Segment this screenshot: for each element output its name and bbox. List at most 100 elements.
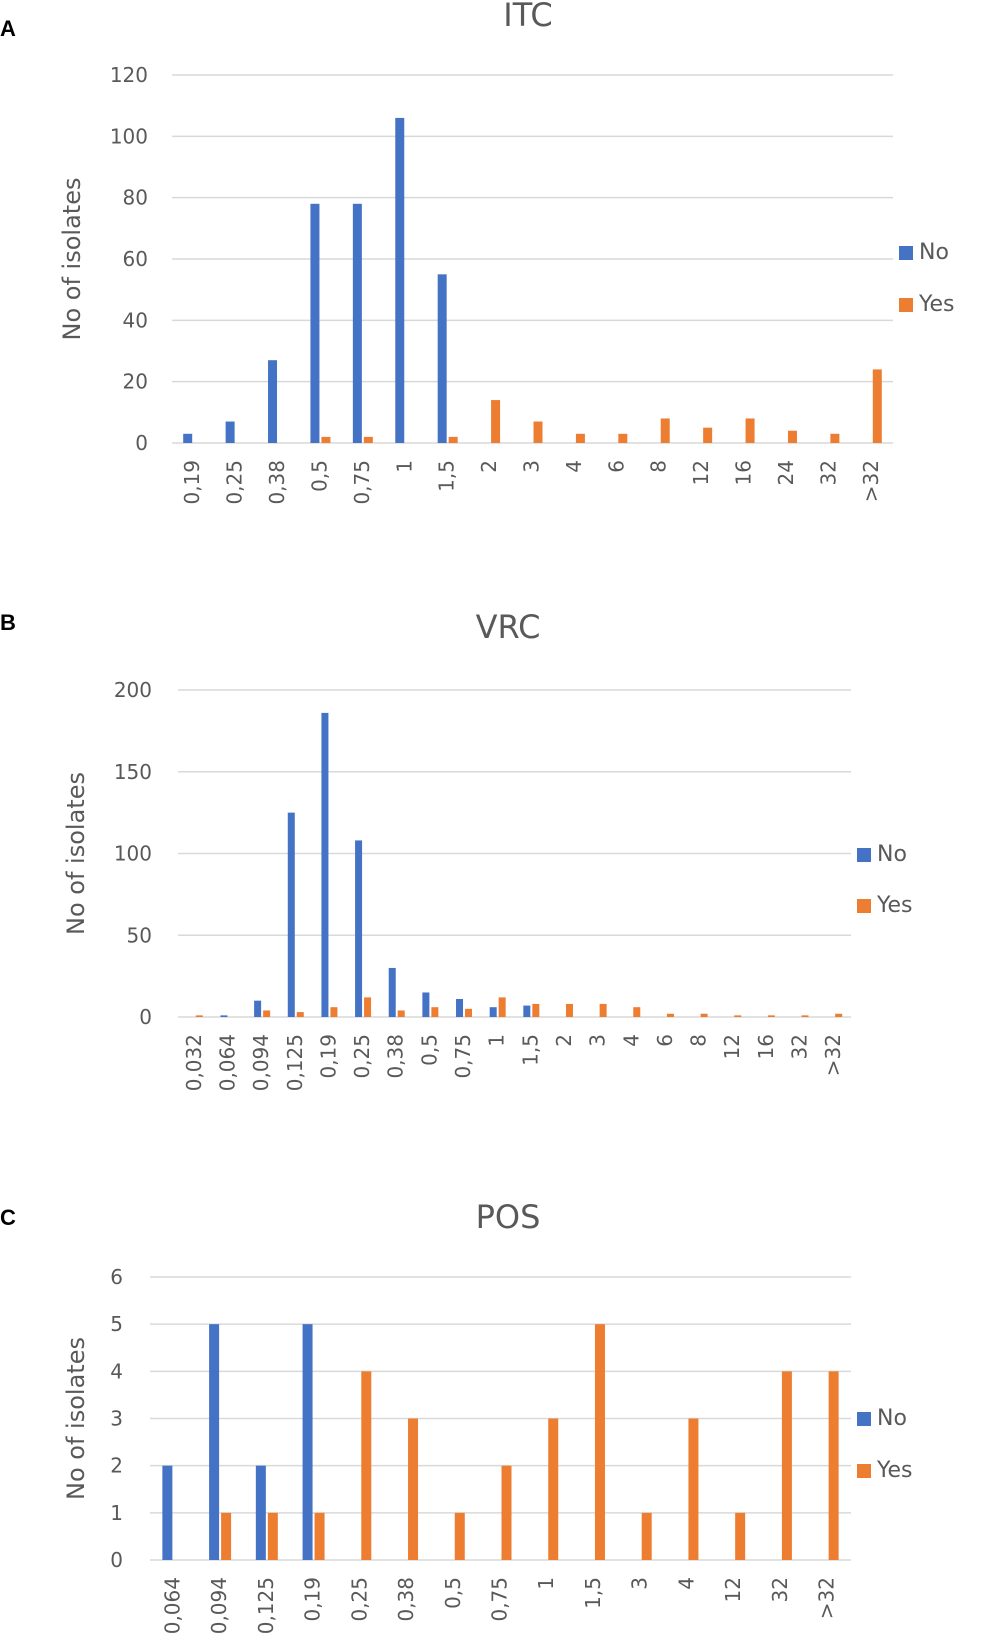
x-tick-label: 0,19 xyxy=(316,1034,340,1079)
chart-panel-a: A ITC 0 20 40 60 80 100 120 No of isolates 0,19 0,2… xyxy=(0,0,955,505)
y-tick-label: 0 xyxy=(139,1005,152,1029)
x-tick-label: 0,064 xyxy=(215,1034,239,1091)
x-tick-label: 0,125 xyxy=(254,1577,278,1634)
x-tick-label: 24 xyxy=(774,460,798,485)
x-tick-label: 0,38 xyxy=(384,1034,408,1079)
x-tick-label: 1 xyxy=(534,1577,558,1590)
y-axis-label: No of isolates xyxy=(62,1337,90,1500)
y-tick-label: 4 xyxy=(110,1359,123,1383)
bar-yes xyxy=(688,1418,699,1560)
bar-yes xyxy=(330,1007,338,1017)
bar-no xyxy=(209,1324,220,1560)
x-tick-label: 0,19 xyxy=(301,1577,325,1622)
y-tick-label: 20 xyxy=(123,370,148,394)
x-tick-label: 0,25 xyxy=(350,1034,374,1079)
y-tick-label: 1 xyxy=(110,1501,123,1525)
bar-yes xyxy=(745,418,755,443)
legend: No Yes xyxy=(857,1406,913,1483)
bar-no xyxy=(321,712,329,1017)
bar-yes xyxy=(594,1324,605,1560)
x-tick-label: 4 xyxy=(562,460,586,473)
bar-yes xyxy=(195,1015,203,1017)
x-tick-label: 32 xyxy=(768,1577,792,1602)
panel-letter: A xyxy=(0,16,16,41)
bar-no xyxy=(523,1005,531,1017)
x-tick-label: 8 xyxy=(647,460,671,473)
x-tick-label: 1,5 xyxy=(435,460,459,492)
bar-no xyxy=(352,203,362,443)
bar-yes xyxy=(660,418,670,443)
x-tick-label: 2 xyxy=(552,1034,576,1047)
x-tick-label: 16 xyxy=(732,460,756,485)
bar-no xyxy=(310,203,320,443)
x-tick-label: 0,19 xyxy=(180,460,204,505)
bar-no xyxy=(254,1000,262,1017)
x-tick-label: 0,25 xyxy=(223,460,247,505)
bar-yes xyxy=(703,427,713,443)
bar-no xyxy=(489,1007,497,1017)
x-tick-label: 1,5 xyxy=(581,1577,605,1609)
y-tick-label: 0 xyxy=(135,431,148,455)
bar-yes xyxy=(700,1013,708,1017)
bar-yes xyxy=(501,1465,512,1560)
y-tick-label: 40 xyxy=(123,308,148,332)
bar-no xyxy=(437,274,447,443)
bar-no xyxy=(287,812,295,1017)
legend-swatch-no xyxy=(857,1412,871,1426)
x-tick-label: 1,5 xyxy=(518,1034,542,1066)
x-tick-label: 0,125 xyxy=(283,1034,307,1091)
bar-yes xyxy=(533,421,543,443)
x-tick-label: 0,094 xyxy=(249,1034,273,1091)
bar-no xyxy=(422,992,430,1017)
legend-swatch-yes xyxy=(857,1464,871,1478)
y-axis-label: No of isolates xyxy=(58,178,86,341)
x-tick-label: 4 xyxy=(619,1034,643,1047)
bar-yes xyxy=(835,1013,843,1017)
y-tick-label: 200 xyxy=(114,678,152,702)
bar-yes xyxy=(363,436,373,443)
x-tick-label: 0,75 xyxy=(488,1577,512,1622)
y-tick-label: 150 xyxy=(114,760,152,784)
x-tick-label: 0,5 xyxy=(441,1577,465,1609)
bar-no xyxy=(220,1015,228,1017)
bar-yes xyxy=(454,1512,465,1560)
x-tick-label: 6 xyxy=(653,1034,677,1047)
legend-label-yes: Yes xyxy=(876,893,913,918)
bar-yes xyxy=(314,1512,325,1560)
x-tick-label: 4 xyxy=(674,1577,698,1590)
bar-yes xyxy=(321,436,331,443)
y-tick-label: 50 xyxy=(127,923,152,947)
bar-yes xyxy=(361,1371,372,1560)
bar-no xyxy=(302,1324,313,1560)
bar-no xyxy=(225,421,235,443)
x-tick-label: 16 xyxy=(754,1034,778,1059)
bar-yes xyxy=(263,1010,271,1017)
y-tick-label: 0 xyxy=(110,1548,123,1572)
legend-label-yes: Yes xyxy=(918,292,955,317)
legend-swatch-yes xyxy=(857,899,871,913)
bar-yes xyxy=(397,1010,405,1017)
y-tick-label: 80 xyxy=(123,186,148,210)
bar-no xyxy=(456,999,464,1017)
bar-no xyxy=(255,1465,266,1560)
bar-yes xyxy=(221,1512,232,1560)
y-tick-label: 3 xyxy=(110,1407,123,1431)
x-tick-label: 0,094 xyxy=(207,1577,231,1634)
x-tick-label: >32 xyxy=(821,1034,845,1076)
bar-yes xyxy=(431,1007,439,1017)
bar-yes xyxy=(465,1008,473,1017)
bar-yes xyxy=(532,1003,540,1017)
bar-yes xyxy=(491,400,501,443)
chart-title: VRC xyxy=(476,608,541,646)
x-tick-label: 3 xyxy=(520,460,544,473)
panel-letter: C xyxy=(0,1205,16,1230)
x-tick-label: 2 xyxy=(477,460,501,473)
bar-yes xyxy=(830,433,840,443)
legend-swatch-yes xyxy=(899,298,913,312)
bar-yes xyxy=(641,1512,652,1560)
legend: No Yes xyxy=(899,240,955,317)
bar-no xyxy=(183,433,193,443)
bar-yes xyxy=(801,1015,809,1017)
bar-yes xyxy=(872,369,882,443)
